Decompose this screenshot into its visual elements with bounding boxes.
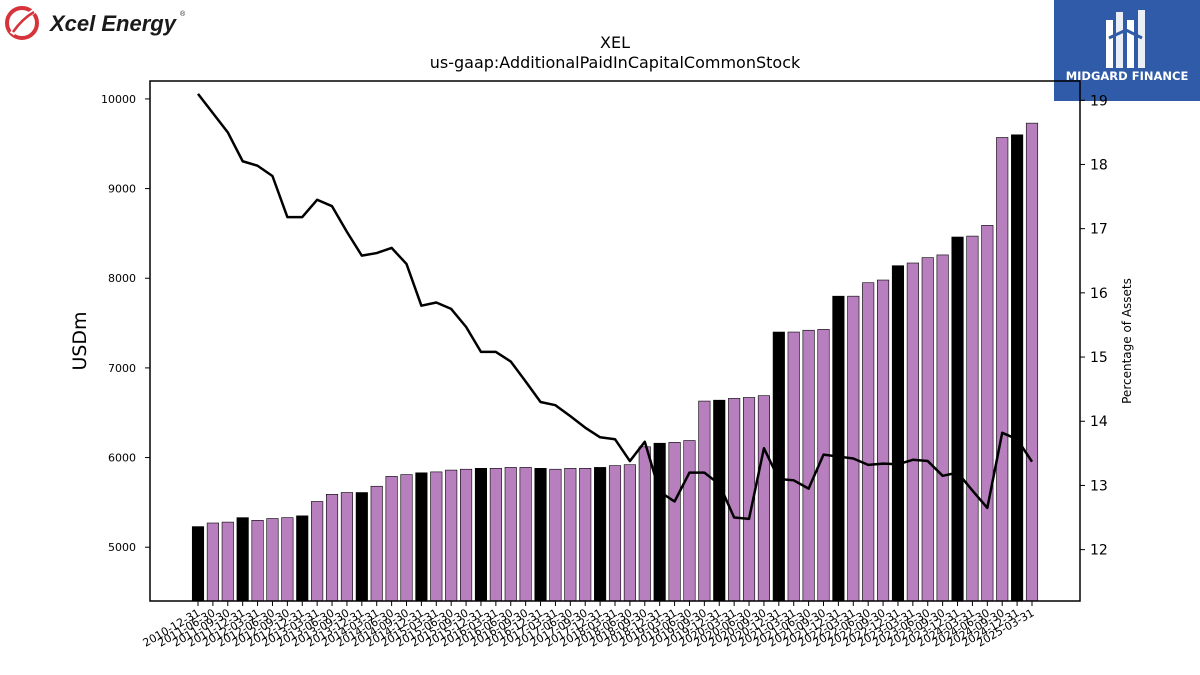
bar-2016-12-31 bbox=[534, 468, 547, 602]
midgard-finance-wordmark: MIDGARD FINANCE bbox=[1066, 69, 1189, 83]
bar-2013-09-30 bbox=[340, 492, 353, 602]
chart-title: XEL bbox=[600, 33, 630, 52]
bar-2017-06-30 bbox=[564, 468, 577, 602]
bar-2023-06-30 bbox=[921, 257, 934, 602]
xcel-swoosh-icon bbox=[5, 6, 39, 40]
y-tick-label: 5000 bbox=[108, 541, 136, 554]
bar-2024-09-30 bbox=[996, 137, 1009, 602]
axes-group: 5000 6000 7000 8000 9000 10000 12 13 14 15 16 17 18 1… bbox=[101, 93, 1108, 650]
bar-2020-09-30 bbox=[757, 395, 770, 602]
y-tick-label: 8000 bbox=[108, 272, 136, 285]
bar-2019-03-31 bbox=[668, 442, 681, 602]
bar-2021-06-30 bbox=[802, 329, 815, 602]
bar-2024-12-31 bbox=[1011, 134, 1024, 602]
bar-2022-09-30 bbox=[877, 279, 890, 602]
bar-2014-09-30 bbox=[400, 474, 413, 602]
bar-2015-06-30 bbox=[445, 469, 458, 602]
y2-axis-label: Percentage of Assets bbox=[1120, 278, 1134, 404]
bar-2014-12-31 bbox=[415, 472, 428, 602]
bar-2012-03-31 bbox=[251, 520, 264, 602]
bar-2013-06-30 bbox=[325, 494, 339, 602]
bar-2023-12-31 bbox=[951, 236, 964, 602]
bar-2022-06-30 bbox=[862, 282, 875, 602]
bar-2013-12-31 bbox=[355, 492, 368, 602]
y2-tick-label: 17 bbox=[1090, 222, 1108, 238]
bar-2015-09-30 bbox=[460, 468, 473, 602]
bar-2012-09-30 bbox=[281, 517, 294, 602]
bar-2018-12-31 bbox=[653, 442, 666, 602]
bar-2018-09-30 bbox=[638, 446, 651, 602]
y2-tick-label: 19 bbox=[1090, 93, 1108, 109]
y-axis-label: USDm bbox=[69, 311, 91, 370]
y-tick-label: 10000 bbox=[101, 93, 136, 106]
bar-2015-12-31 bbox=[474, 468, 488, 602]
bar-2022-12-31 bbox=[891, 265, 905, 602]
plot-frame bbox=[149, 80, 1081, 602]
line-group bbox=[197, 93, 1034, 521]
bar-2025-03-31 bbox=[1025, 122, 1039, 602]
y2-tick-label: 15 bbox=[1090, 350, 1108, 366]
bars-group bbox=[191, 122, 1039, 602]
bar-2018-03-31 bbox=[608, 465, 622, 602]
percentage-of-assets-line bbox=[197, 93, 1034, 521]
y2-tick-label: 12 bbox=[1090, 543, 1108, 559]
bar-2018-06-30 bbox=[623, 464, 636, 602]
bar-2010-12-31 bbox=[191, 526, 205, 602]
bar-2016-09-30 bbox=[519, 467, 532, 602]
bar-2020-12-31 bbox=[772, 331, 785, 602]
chart-subtitle: us-gaap:AdditionalPaidInCapitalCommonSto… bbox=[430, 53, 801, 72]
bar-2023-03-31 bbox=[906, 262, 919, 602]
bar-2017-12-31 bbox=[594, 467, 607, 602]
bar-2016-06-30 bbox=[504, 467, 517, 602]
y2-tick-label: 14 bbox=[1090, 414, 1108, 430]
y-tick-label: 9000 bbox=[108, 183, 136, 196]
midgard-finance-logo: MIDGARD FINANCE bbox=[1054, 0, 1200, 101]
bar-2017-03-31 bbox=[549, 468, 562, 602]
bar-2015-03-31 bbox=[430, 471, 443, 602]
bar-2019-12-31 bbox=[713, 399, 726, 602]
bar-2016-03-31 bbox=[489, 468, 502, 602]
midgard-emblem-icon: MIDGARD FINANCE bbox=[1066, 10, 1189, 83]
bar-2024-03-31 bbox=[966, 235, 979, 602]
y2-tick-label: 16 bbox=[1090, 286, 1108, 302]
bar-2011-09-30 bbox=[221, 521, 234, 602]
bar-2021-12-31 bbox=[832, 295, 845, 602]
bar-2014-06-30 bbox=[385, 476, 398, 602]
y-tick-label: 7000 bbox=[108, 362, 136, 375]
bar-2011-06-30 bbox=[206, 522, 219, 602]
bar-2012-06-30 bbox=[266, 518, 279, 602]
y2-tick-label: 13 bbox=[1090, 478, 1108, 494]
bar-2011-12-31 bbox=[236, 517, 249, 602]
bar-2017-09-30 bbox=[579, 468, 592, 602]
bar-2012-12-31 bbox=[296, 515, 309, 602]
y2-tick-label: 18 bbox=[1090, 157, 1108, 173]
bar-2019-09-30 bbox=[698, 400, 711, 602]
trademark-mark: ® bbox=[180, 10, 186, 18]
bar-2024-06-30 bbox=[981, 225, 994, 602]
bar-2023-09-30 bbox=[936, 254, 949, 602]
bar-2013-03-31 bbox=[311, 501, 324, 602]
xcel-energy-logo: Xcel Energy ® bbox=[5, 6, 186, 40]
bar-2021-03-31 bbox=[787, 331, 800, 602]
xcel-energy-wordmark: Xcel Energy bbox=[48, 11, 178, 36]
y-tick-label: 6000 bbox=[108, 452, 136, 465]
bar-2022-03-31 bbox=[847, 295, 860, 602]
bar-2019-06-30 bbox=[683, 440, 696, 602]
bar-2014-03-31 bbox=[370, 485, 383, 602]
bar-2020-03-31 bbox=[728, 398, 741, 602]
